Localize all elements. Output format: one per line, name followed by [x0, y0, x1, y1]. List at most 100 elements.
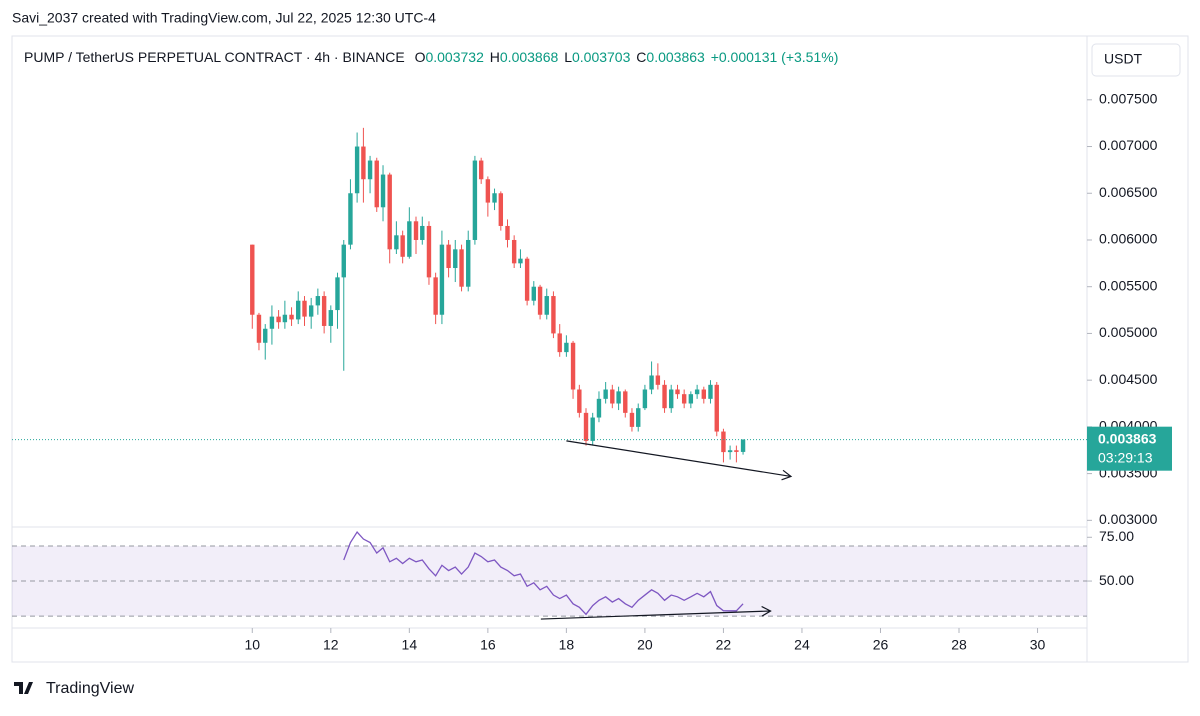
rsi-line	[343, 530, 744, 616]
candle-body	[714, 384, 719, 432]
candle-body	[570, 342, 576, 390]
countdown: 03:29:13	[1098, 449, 1153, 465]
candle-body	[681, 394, 687, 404]
candle-body	[721, 431, 726, 453]
candle-body	[610, 389, 615, 404]
candle-body	[727, 450, 733, 453]
y-tick-label: 0.005500	[1099, 277, 1158, 293]
footer-logo: TradingView	[14, 680, 134, 697]
candle-body	[688, 394, 694, 404]
ohlc-label: L	[564, 49, 572, 65]
candle-body	[400, 235, 405, 257]
candle-body	[478, 160, 484, 180]
candle-body	[354, 146, 360, 194]
ohlc-value: 0.003863	[646, 49, 705, 65]
candle-body	[701, 389, 707, 399]
candle-body	[335, 277, 340, 311]
x-tick-label: 10	[244, 637, 260, 653]
y-tick-label: 0.006500	[1099, 184, 1158, 200]
price-tag	[1087, 426, 1172, 471]
logo-icon	[14, 682, 33, 694]
candle-body	[439, 244, 445, 315]
rsi-tick-label: 75.00	[1099, 528, 1134, 544]
candle-body	[557, 333, 562, 353]
candle-body	[374, 160, 379, 208]
candle-body	[498, 193, 504, 226]
candle-body	[583, 412, 589, 441]
candle-body	[694, 389, 700, 395]
candle-body	[669, 389, 674, 409]
y-tick-label: 0.004500	[1099, 371, 1158, 387]
candle-body	[328, 310, 334, 326]
footer: TradingView	[46, 680, 134, 697]
candle-body	[531, 286, 536, 301]
candle-body	[518, 258, 523, 264]
candle-body	[269, 316, 275, 329]
rsi-trend-line	[540, 610, 771, 620]
candle-body	[551, 296, 556, 334]
y-tick-label: 0.005000	[1099, 324, 1158, 340]
symbol: PUMP / TetherUS PERPETUAL CONTRACT · 4h …	[24, 49, 405, 65]
y-tick-label: 0.003000	[1099, 511, 1158, 527]
candle-body	[537, 286, 543, 315]
candle-body	[472, 160, 478, 240]
candle-body	[250, 244, 255, 315]
candle-body	[394, 235, 399, 250]
x-tick-label: 12	[323, 637, 339, 653]
x-tick-label: 16	[480, 637, 496, 653]
y-tick-label: 0.007000	[1099, 137, 1158, 153]
candle-body	[623, 391, 628, 413]
candle-body	[321, 296, 327, 326]
y-tick-label: 0.006000	[1099, 231, 1158, 247]
candle-body	[276, 316, 281, 323]
candle-body	[636, 408, 641, 427]
candle-body	[433, 277, 438, 315]
candle-body	[387, 174, 392, 250]
candle-body	[302, 300, 307, 317]
rsi-tick-label: 50.00	[1099, 572, 1134, 588]
candle-body	[341, 244, 346, 278]
candle-body	[524, 258, 530, 301]
candle-body	[282, 314, 288, 323]
rsi-trend-line-head	[761, 605, 772, 617]
candle-body	[485, 179, 491, 203]
candle-body	[453, 249, 458, 269]
candle-body	[708, 384, 713, 399]
candle-body	[505, 225, 510, 240]
x-tick-label: 20	[637, 637, 653, 653]
ohlc-label: O	[415, 49, 426, 65]
ohlc-label: C	[636, 49, 646, 65]
currency-box[interactable]	[1091, 43, 1181, 77]
candle-body	[616, 391, 621, 404]
candle-body	[446, 244, 451, 269]
frame	[11, 35, 1189, 663]
candle-body	[361, 146, 366, 180]
candle-body	[315, 296, 321, 306]
x-tick-label: 28	[951, 637, 967, 653]
candle-body	[380, 174, 386, 208]
candle-body	[675, 389, 680, 395]
candle-body	[590, 417, 595, 441]
ohlc-value: 0.003732	[425, 49, 484, 65]
candle-body	[289, 314, 294, 320]
candle-body	[492, 193, 497, 203]
candle-body	[564, 342, 569, 353]
candle-body	[655, 375, 661, 385]
candle-body	[459, 249, 464, 287]
candle-body	[649, 375, 654, 390]
candle-body	[544, 296, 549, 315]
candle-body	[420, 225, 425, 240]
candle-body	[348, 193, 353, 245]
trend-line	[566, 440, 792, 477]
x-tick-label: 30	[1030, 637, 1046, 653]
price-tag-label: 0.003863	[1098, 430, 1157, 446]
candle-body	[256, 314, 262, 343]
ohlc-value: 0.003703	[572, 49, 631, 65]
candle-body	[413, 221, 419, 240]
x-tick-label: 14	[402, 637, 418, 653]
candle-body	[367, 160, 373, 180]
legend: PUMP / TetherUS PERPETUAL CONTRACT · 4h …	[24, 49, 838, 65]
y-tick-label: 0.007500	[1099, 91, 1158, 107]
change: +0.000131 (+3.51%)	[711, 49, 839, 65]
candle-body	[407, 221, 412, 257]
